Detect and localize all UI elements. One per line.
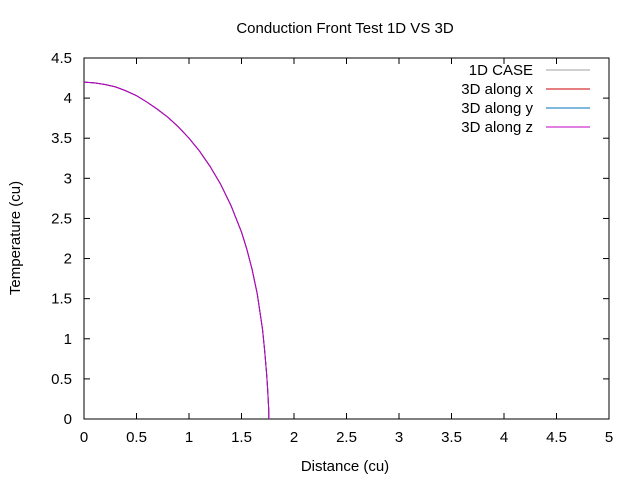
- series-line-1d-case: [83, 81, 270, 419]
- x-tick-label: 3: [395, 429, 403, 446]
- chart-title: Conduction Front Test 1D VS 3D: [236, 20, 453, 37]
- x-axis-label: Distance (cu): [301, 458, 389, 475]
- x-tick-label: 4.5: [546, 429, 567, 446]
- series-layer: [83, 81, 270, 419]
- series-line-3d-along-z: [83, 81, 270, 419]
- x-tick-label: 0: [80, 429, 88, 446]
- y-tick-label: 4.5: [51, 50, 72, 67]
- y-tick-label: 2.5: [51, 210, 72, 227]
- x-tick-label: 4: [500, 429, 508, 446]
- y-axis-label: Temperature (cu): [7, 181, 24, 295]
- x-tick-label: 0.5: [126, 429, 147, 446]
- y-tick-label: 1: [64, 331, 72, 348]
- legend-label: 3D along z: [461, 119, 533, 136]
- legend-label: 1D CASE: [469, 62, 533, 79]
- y-tick-label: 0: [64, 411, 72, 428]
- legend: 1D CASE 3D along x 3D along y 3D along z: [461, 62, 590, 136]
- plot-frame: [83, 57, 610, 420]
- y-tick-label: 2: [64, 251, 72, 268]
- x-tick-label: 1.5: [231, 429, 252, 446]
- y-tick-label: 3: [64, 170, 72, 187]
- x-tick-label: 3.5: [441, 429, 462, 446]
- tick-layer: 0 0.5 1 1.5 2 2.5 3 3.5 4 4.5 5 0 0.5 1 1.5 2 2.5 3 3.5 4 4.…: [51, 50, 613, 446]
- series-line-3d-along-y: [83, 81, 270, 419]
- legend-label: 3D along y: [461, 100, 533, 117]
- x-tick-label: 1: [185, 429, 193, 446]
- x-tick-label: 2: [290, 429, 298, 446]
- y-tick-label: 4: [64, 90, 72, 107]
- y-tick-label: 1.5: [51, 291, 72, 308]
- y-tick-label: 0.5: [51, 371, 72, 388]
- x-tick-label: 5: [605, 429, 613, 446]
- x-tick-label: 2.5: [336, 429, 357, 446]
- series-line-3d-along-x: [83, 81, 270, 419]
- y-tick-label: 3.5: [51, 130, 72, 147]
- legend-label: 3D along x: [461, 81, 533, 98]
